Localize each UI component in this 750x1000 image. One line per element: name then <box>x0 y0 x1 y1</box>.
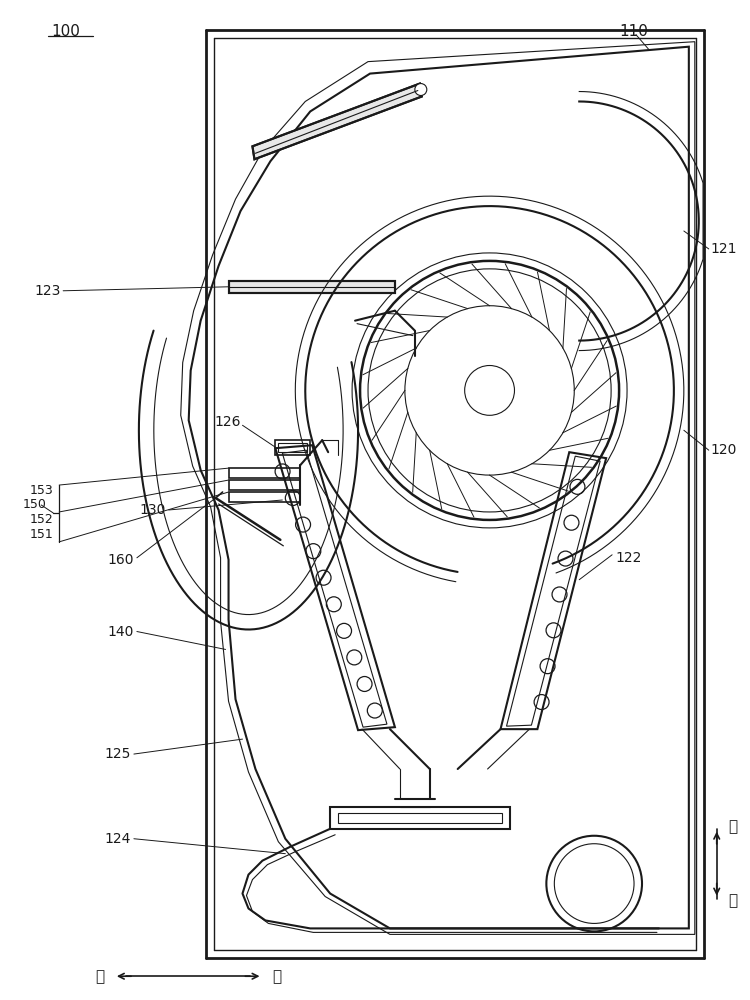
Text: 前: 前 <box>95 969 104 984</box>
Text: 110: 110 <box>619 24 648 39</box>
Text: 122: 122 <box>615 551 641 565</box>
Text: 140: 140 <box>107 625 134 639</box>
Text: 152: 152 <box>29 513 53 526</box>
Text: 上: 上 <box>729 819 738 834</box>
Text: 150: 150 <box>22 498 46 511</box>
Text: 151: 151 <box>29 528 53 541</box>
Text: 120: 120 <box>711 443 737 457</box>
Polygon shape <box>229 281 395 293</box>
Text: 121: 121 <box>711 242 737 256</box>
Text: 124: 124 <box>104 832 131 846</box>
Text: 125: 125 <box>104 747 131 761</box>
Text: 153: 153 <box>29 484 53 497</box>
Text: 100: 100 <box>51 24 80 39</box>
Text: 后: 后 <box>272 969 281 984</box>
Text: 130: 130 <box>140 503 166 517</box>
Text: 126: 126 <box>214 415 241 429</box>
Text: 下: 下 <box>729 893 738 908</box>
Text: 123: 123 <box>34 284 62 298</box>
Text: 160: 160 <box>107 553 134 567</box>
Circle shape <box>415 84 427 96</box>
Polygon shape <box>253 84 422 159</box>
